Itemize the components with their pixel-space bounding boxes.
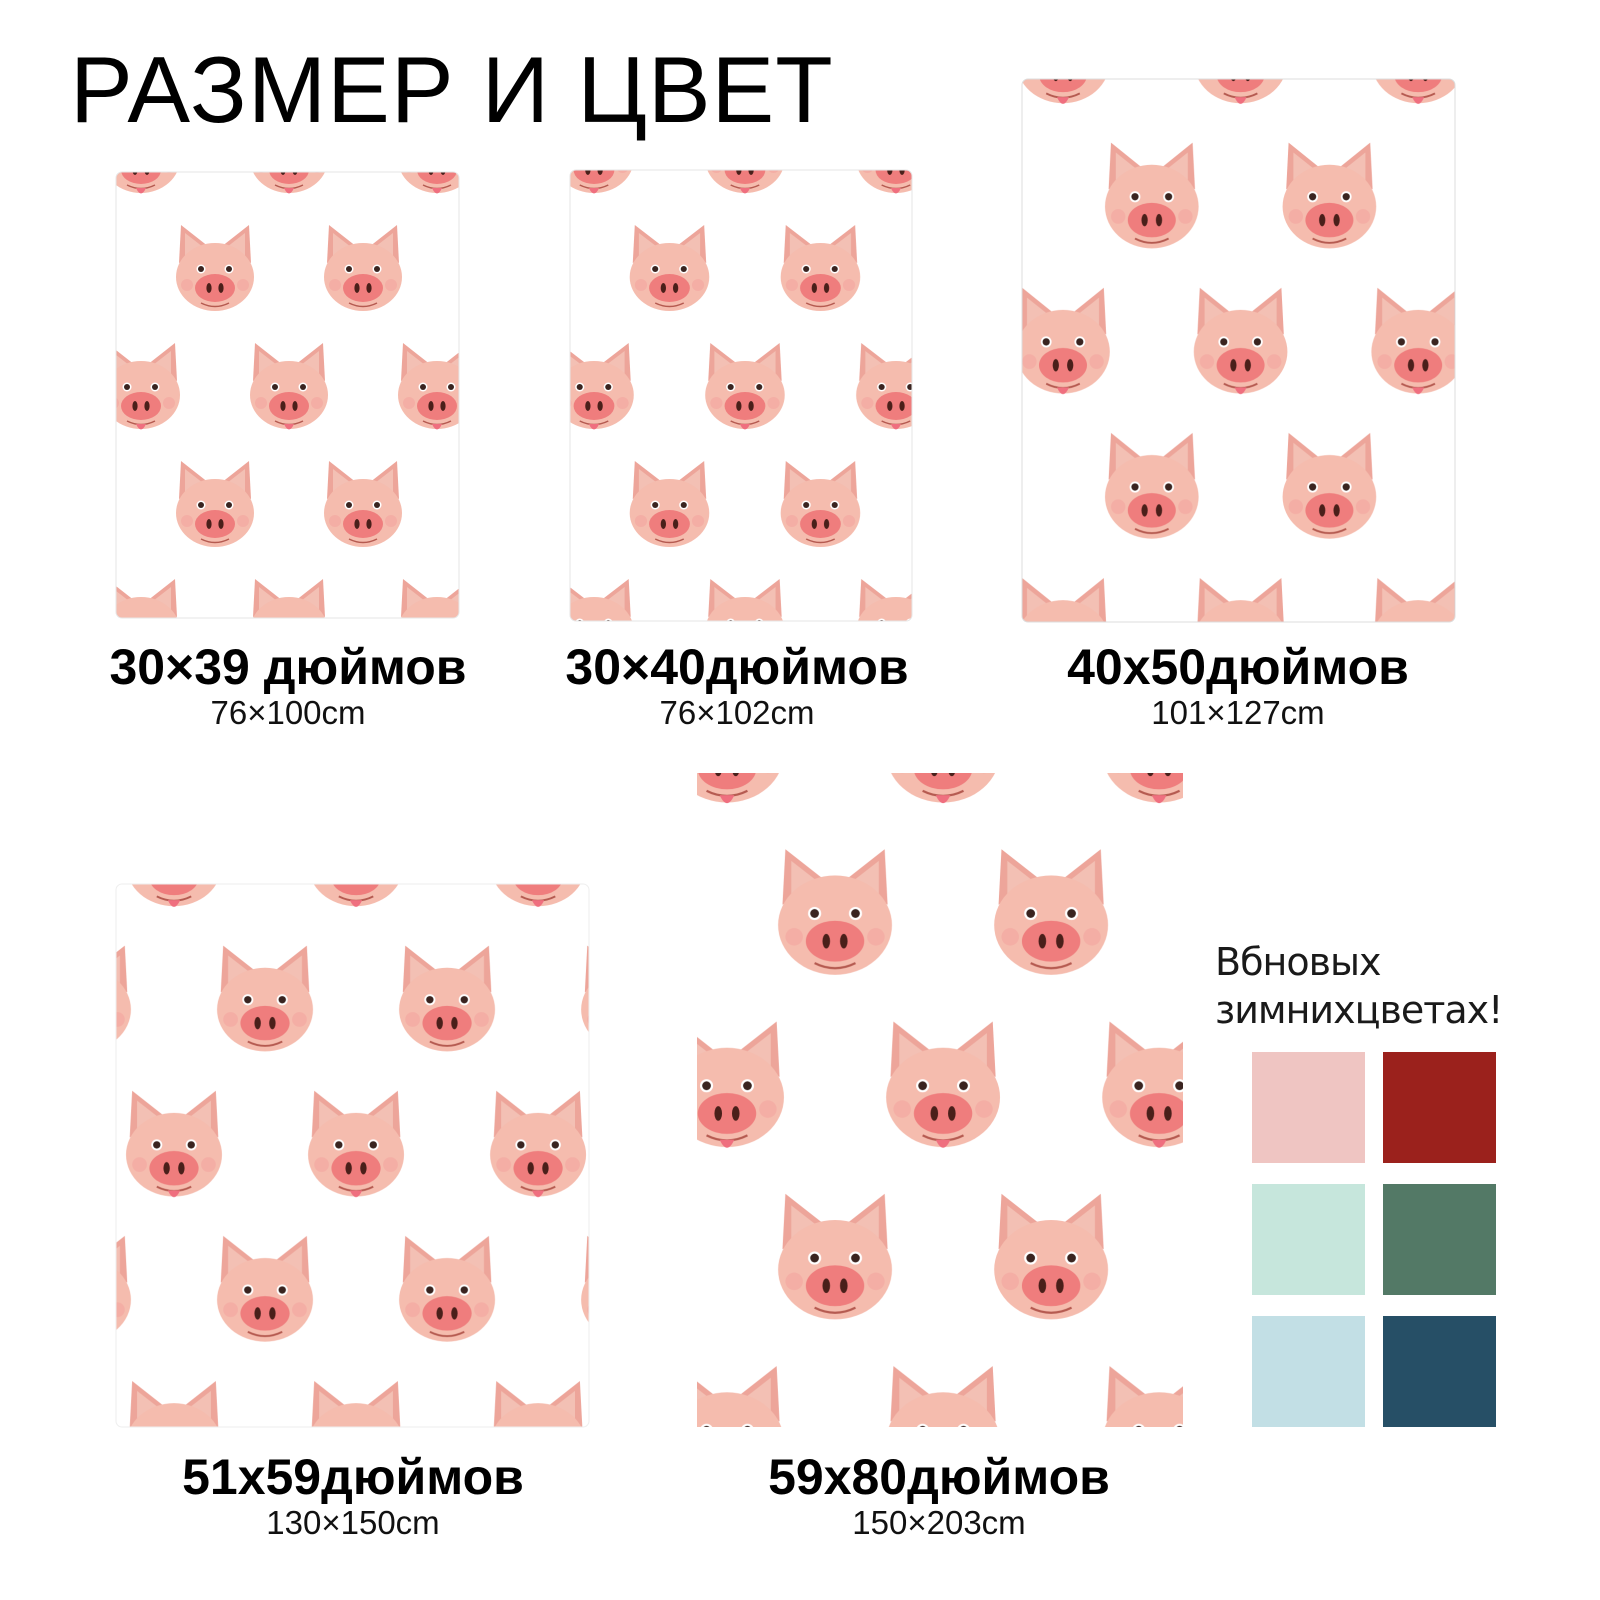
size-cm: 130×150cm (266, 1504, 440, 1541)
blanket-40x50 (1021, 78, 1456, 623)
size-cm: 150×203cm (852, 1504, 1026, 1541)
color-swatch-red[interactable] (1383, 1052, 1496, 1163)
size-cm: 101×127cm (1151, 694, 1325, 731)
size-label-2: 30×40дюймов 76×102cm (487, 640, 987, 732)
size-label-4: 51x59дюймов 130×150cm (103, 1450, 603, 1542)
color-swatch-light-blue[interactable] (1252, 1316, 1365, 1427)
size-label-3: 40x50дюймов 101×127cm (988, 640, 1488, 732)
size-inches: 51x59дюймов (182, 1449, 524, 1505)
promo-line-2: зимнихцветах! (1215, 988, 1503, 1032)
size-inches: 30×40дюймов (565, 639, 909, 695)
color-swatch-navy[interactable] (1383, 1316, 1496, 1427)
size-inches: 59x80дюймов (768, 1449, 1110, 1505)
blanket-30x39 (115, 171, 460, 619)
promo-text: Вбновых зимнихцветах! (1215, 938, 1503, 1034)
size-label-5: 59x80дюймов 150×203cm (689, 1450, 1189, 1542)
color-swatch-mint[interactable] (1252, 1184, 1365, 1295)
size-inches: 30×39 дюймов (109, 639, 467, 695)
blanket-59x80 (697, 773, 1183, 1427)
blanket-30x40 (569, 169, 913, 622)
size-label-1: 30×39 дюймов 76×100cm (38, 640, 538, 732)
blanket-51x59 (115, 883, 590, 1428)
color-swatch-pink[interactable] (1252, 1052, 1365, 1163)
size-cm: 76×100cm (210, 694, 366, 731)
promo-line-1: Вбновых (1215, 940, 1381, 984)
page-title: РАЗМЕР И ЦВЕТ (70, 37, 834, 142)
size-cm: 76×102cm (659, 694, 815, 731)
color-swatch-green[interactable] (1383, 1184, 1496, 1295)
size-inches: 40x50дюймов (1067, 639, 1409, 695)
